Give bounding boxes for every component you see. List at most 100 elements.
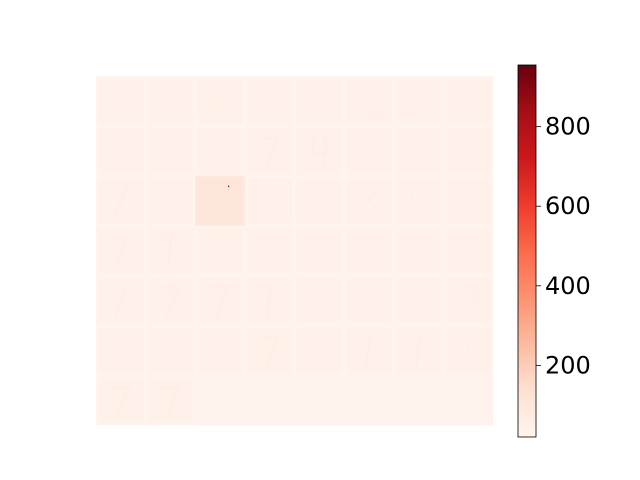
tile-digit-trace xyxy=(458,285,479,318)
tile-cell xyxy=(197,178,243,224)
heatmap-tile xyxy=(145,375,196,425)
heatmap-tile xyxy=(344,76,394,126)
tile-digit-trace xyxy=(358,86,380,117)
heatmap-tile xyxy=(294,175,345,226)
heatmap-tile xyxy=(195,275,245,326)
tile-digit-trace xyxy=(209,236,230,268)
tile-cell xyxy=(297,327,342,373)
tile-cell xyxy=(197,277,243,323)
heatmap-tile xyxy=(393,275,444,326)
tile-digit-trace xyxy=(259,336,280,368)
tile-cell xyxy=(98,78,144,124)
colorbar-frame xyxy=(517,64,537,438)
heatmap-tile xyxy=(393,225,444,276)
tile-digit-trace xyxy=(409,185,429,218)
heatmap-tile xyxy=(344,275,394,326)
heatmap-tile xyxy=(344,125,394,176)
heatmap-tile xyxy=(145,275,196,326)
tile-digit-trace xyxy=(312,86,327,117)
tile-cell xyxy=(445,178,491,224)
heatmap-tile xyxy=(96,275,146,326)
tile-digit-trace xyxy=(414,334,421,368)
tile-digit-trace xyxy=(114,285,128,317)
tile-cell xyxy=(445,277,491,323)
tile-cell xyxy=(346,228,392,273)
tile-digit-trace xyxy=(114,235,128,267)
tile-digit-trace xyxy=(259,136,280,168)
heatmap-tile xyxy=(195,76,245,126)
heatmap-tile xyxy=(443,125,493,176)
heatmap-tile xyxy=(195,225,245,276)
tile-cell xyxy=(247,178,292,224)
heatmap-tile xyxy=(294,225,345,276)
heatmap-tile xyxy=(195,175,245,226)
tile-cell xyxy=(247,78,292,124)
heatmap-tile xyxy=(443,76,493,126)
tile-digit-trace xyxy=(411,86,426,117)
heatmap-tile xyxy=(96,375,146,425)
heatmap-tile xyxy=(393,125,444,176)
tile-hot-pixel xyxy=(228,185,230,187)
heatmap-tile xyxy=(96,125,146,176)
heatmap-tile xyxy=(96,325,146,376)
tile-digit-trace xyxy=(312,185,327,217)
tile-digit-trace xyxy=(464,334,471,368)
heatmap-tile xyxy=(344,225,394,276)
tile-digit-trace xyxy=(259,186,280,218)
heatmap-tile xyxy=(294,76,345,126)
heatmap-tile xyxy=(244,325,295,376)
tile-cell xyxy=(148,128,193,174)
colorbar-gradient xyxy=(518,65,536,437)
tile-cell xyxy=(98,327,144,373)
heatmap-tile xyxy=(443,225,493,276)
tile-cell xyxy=(445,128,491,174)
tile-digit-trace xyxy=(216,85,223,119)
heatmap-tile xyxy=(96,76,146,126)
tile-cell xyxy=(396,128,441,174)
colorbar-tick-label: 200 xyxy=(545,351,591,379)
heatmap-tile xyxy=(145,125,196,176)
heatmap-tile xyxy=(443,175,493,226)
tile-cell xyxy=(148,377,193,423)
tile-digit-trace xyxy=(262,235,277,267)
tile-digit-trace xyxy=(110,386,131,418)
tile-cell xyxy=(396,178,441,224)
tile-cell xyxy=(98,377,144,423)
colorbar-tick-label: 400 xyxy=(545,272,591,300)
tile-cell xyxy=(396,277,441,323)
colorbar: 200 400 600 800 xyxy=(517,64,591,438)
tile-cell xyxy=(148,78,193,124)
heatmap-tile xyxy=(244,275,295,326)
tile-cell xyxy=(247,327,292,373)
heatmap-tile xyxy=(145,175,196,226)
colorbar-tick-label: 600 xyxy=(545,192,591,220)
tile-cell xyxy=(197,228,243,273)
heatmap-tile xyxy=(393,76,444,126)
tile-cell xyxy=(396,228,441,273)
tile-digit-trace xyxy=(365,334,372,368)
tile-cell xyxy=(98,128,144,174)
heatmap-tile xyxy=(244,125,295,176)
heatmap-tile xyxy=(294,125,345,176)
heatmap-tile xyxy=(244,175,295,226)
heatmap-tile xyxy=(195,325,245,376)
heatmap-tile xyxy=(145,76,196,126)
tile-digit-trace xyxy=(309,135,330,168)
heatmap-tile xyxy=(344,325,394,376)
heatmap-tile xyxy=(244,76,295,126)
tile-digit-trace xyxy=(209,286,230,318)
heatmap-image xyxy=(96,76,493,425)
tile-cell xyxy=(297,228,342,273)
tile-cell xyxy=(197,327,243,373)
heatmap-tile xyxy=(443,275,493,326)
heatmap-tile xyxy=(195,125,245,176)
tile-digit-trace xyxy=(160,386,180,418)
colorbar-ticks: 200 400 600 800 xyxy=(536,113,591,379)
tile-cell xyxy=(247,128,292,174)
heatmap-tile xyxy=(393,175,444,226)
colorbar-tick-label: 800 xyxy=(545,113,591,141)
heatmap-tile xyxy=(145,225,196,276)
heatmap-tile xyxy=(145,325,196,376)
heatmap-tile xyxy=(294,325,345,376)
